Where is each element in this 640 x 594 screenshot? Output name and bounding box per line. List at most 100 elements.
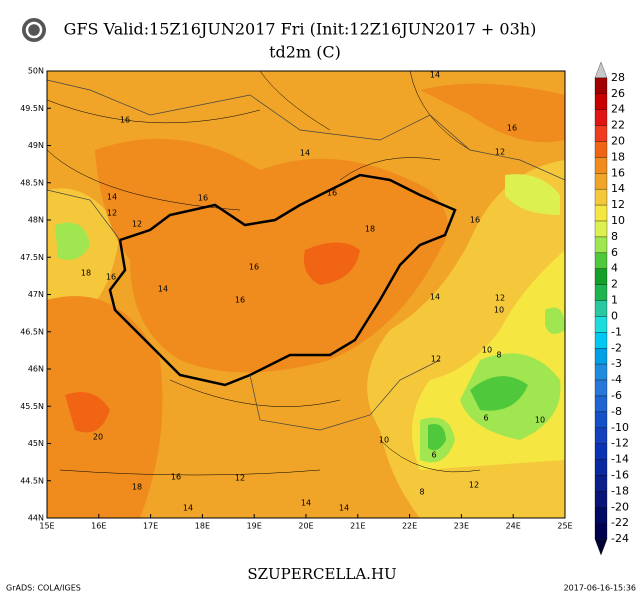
colorbar-swatch	[594, 395, 608, 413]
lon-label: 18E	[195, 522, 210, 531]
contour-label: 10	[482, 346, 492, 355]
colorbar-swatch	[594, 459, 608, 476]
colorbar-label: -4	[611, 373, 622, 386]
colorbar-swatch	[594, 252, 608, 269]
colorbar-swatch	[594, 268, 608, 285]
colorbar-swatch	[594, 125, 608, 142]
lon-label: 15E	[39, 522, 54, 531]
logo	[22, 18, 46, 42]
contour-label: 12	[107, 209, 117, 218]
colorbar-label: -22	[611, 516, 629, 529]
contour-label: 6	[431, 451, 436, 460]
colorbar-label: 4	[611, 262, 618, 275]
lon-label: 20E	[298, 522, 313, 531]
colorbar-swatch	[594, 300, 608, 317]
contour-label: 12	[495, 148, 505, 157]
contour-label: 12	[431, 355, 441, 364]
lat-label: 46.5N	[20, 327, 44, 336]
colorbar-swatch	[594, 475, 608, 492]
contour-label: 10	[535, 416, 545, 425]
footer: SZUPERCELLA.HU	[247, 565, 396, 583]
colorbar-swatch	[594, 157, 608, 174]
colorbar-label: 24	[611, 103, 625, 116]
lat-label: 44N	[28, 514, 44, 523]
colorbar-label: -1	[611, 325, 622, 338]
lon-label: 22E	[402, 522, 417, 531]
contour-label: 18	[365, 225, 375, 234]
lon-label: 17E	[143, 522, 158, 531]
timestamp: 2017-06-16-15:36	[564, 584, 636, 593]
contour-label: 14	[107, 193, 117, 202]
colorbar-label: -2	[611, 341, 622, 354]
colorbar-swatch	[594, 189, 608, 206]
contour-label: 10	[379, 436, 389, 445]
colorbar-swatch	[594, 109, 608, 126]
contour-label: 14	[183, 504, 193, 513]
contour-label: 12	[469, 481, 479, 490]
colorbar-label: 0	[611, 309, 618, 322]
colorbar-label: 28	[611, 71, 625, 84]
hungary-border	[108, 173, 457, 387]
lat-label: 45N	[28, 439, 44, 448]
lat-label: 48.5N	[20, 178, 44, 187]
lon-label: 24E	[506, 522, 521, 531]
contour-label: 14	[301, 499, 311, 508]
contour-label: 14	[339, 504, 349, 513]
lat-label: 47N	[28, 290, 44, 299]
contour-label: 18	[81, 269, 91, 278]
colorbar-swatch	[594, 77, 608, 94]
colorbar-label: 22	[611, 119, 625, 132]
colorbar-label: 1	[611, 294, 618, 307]
credit: GrADS: COLA/IGES	[6, 584, 81, 593]
colorbar-label: -20	[611, 500, 629, 513]
colorbar-swatch	[594, 364, 608, 381]
colorbar-swatch	[594, 173, 608, 190]
lon-label: 16E	[91, 522, 106, 531]
lon-label: 23E	[454, 522, 469, 531]
colorbar-swatch	[594, 348, 608, 365]
contour-label: 16	[171, 473, 181, 482]
contour-label: 14	[430, 71, 440, 80]
colorbar-swatch	[594, 538, 608, 556]
colorbar-label: -3	[611, 357, 622, 370]
colorbar-swatch	[594, 204, 608, 222]
colorbar-label: -14	[611, 453, 629, 466]
colorbar-label: -24	[611, 532, 629, 545]
contour-label: 18	[132, 483, 142, 492]
lat-label: 49.5N	[20, 104, 44, 113]
colorbar-swatch	[594, 236, 608, 253]
lon-label: 19E	[247, 522, 262, 531]
colorbar-swatch	[594, 220, 608, 238]
colorbar-swatch	[594, 284, 608, 301]
colorbar-swatch	[594, 507, 608, 524]
colorbar-label: 12	[611, 198, 625, 211]
colorbar-label: 18	[611, 150, 625, 163]
contour-label: 16	[327, 189, 337, 198]
lat-label: 45.5N	[20, 402, 44, 411]
colorbar-swatch	[594, 93, 608, 110]
lon-label: 25E	[557, 522, 572, 531]
colorbar-label: 6	[611, 246, 618, 259]
colorbar-label: 14	[611, 182, 625, 195]
colorbar-swatch	[594, 316, 608, 333]
lat-label: 48N	[28, 216, 44, 225]
colorbar-label: -10	[611, 421, 629, 434]
colorbar-label: -16	[611, 468, 629, 481]
map-field	[47, 71, 565, 518]
colorbar-swatch	[594, 141, 608, 158]
colorbar-swatch	[594, 443, 608, 460]
contour-label: 16	[106, 273, 116, 282]
colorbar-label: 20	[611, 135, 625, 148]
colorbar-swatch	[594, 332, 608, 349]
lat-label: 49N	[28, 141, 44, 150]
colorbar-label: -12	[611, 437, 629, 450]
contour-label: 16	[120, 116, 130, 125]
lat-label: 50N	[28, 67, 44, 76]
contour-label: 16	[507, 124, 517, 133]
contour-label: 16	[470, 216, 480, 225]
contour-label: 14	[300, 149, 310, 158]
lat-label: 47.5N	[20, 253, 44, 262]
contour-label: 12	[235, 474, 245, 483]
contour-label: 20	[93, 433, 103, 442]
